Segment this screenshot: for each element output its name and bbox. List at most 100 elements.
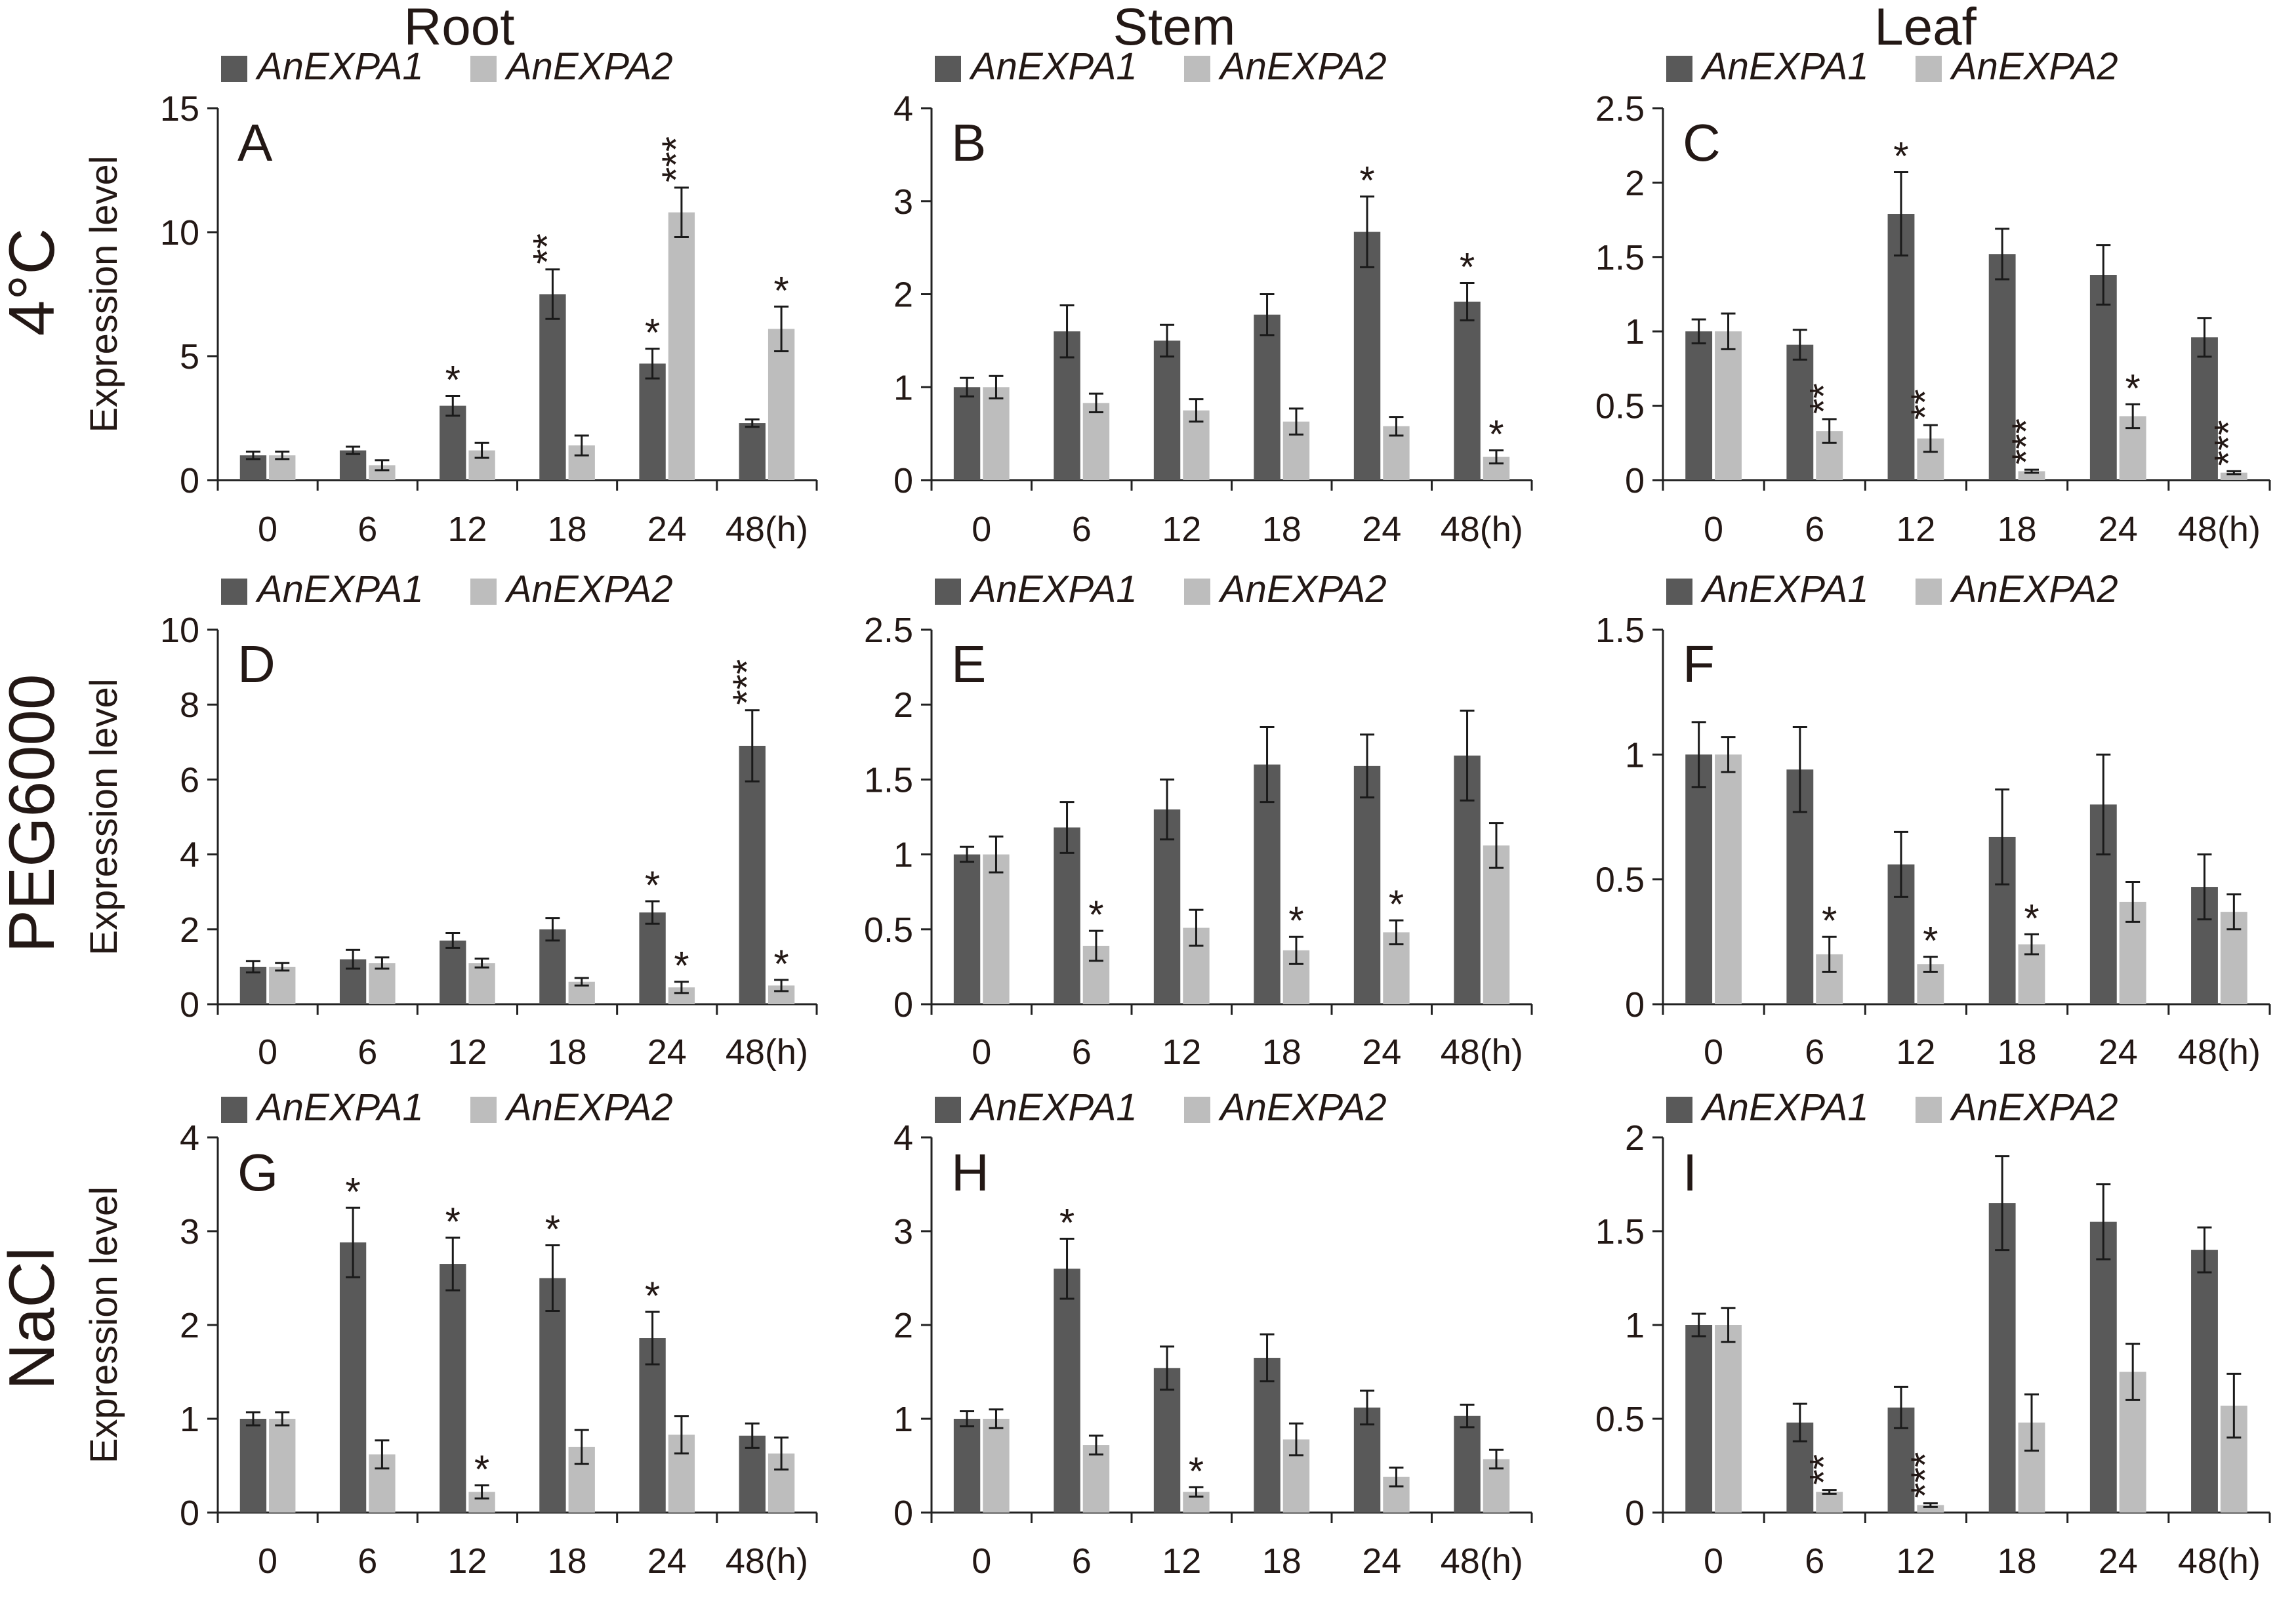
y-tick-label: 1.5 [1595, 238, 1645, 277]
panel-letter-f: F [1683, 635, 1715, 693]
y-axis-title: Expression level [83, 1187, 125, 1463]
x-tick-label: 18 [1262, 1032, 1302, 1072]
y-tick-label: 4 [180, 1118, 199, 1158]
panel-f: 0 0.5 1 1.5 0 6 12 18 24 48(h) * * * F AnEXPA1 AnEXPA2 [1595, 568, 2271, 1072]
y-tick-label: 0 [180, 1494, 199, 1533]
y-tick-label: 0.5 [1595, 1400, 1645, 1439]
significance-mark: * [2125, 366, 2140, 410]
y-axis-title: Expression level [83, 155, 125, 432]
x-tick-label: 12 [1162, 1541, 1201, 1581]
y-tick-label: 1.5 [864, 760, 913, 800]
bar-anexpa1-0 [953, 1419, 981, 1513]
significance-mark: *** [2206, 420, 2250, 466]
significance-mark: * [545, 1207, 560, 1251]
panel-letter-g: G [237, 1143, 278, 1202]
legend-swatch-anexpa2 [470, 1097, 497, 1123]
significance-mark: ** [525, 234, 569, 264]
legend-swatch-anexpa2 [1916, 579, 1942, 605]
panel-letter-h: H [951, 1143, 989, 1202]
x-tick-label: 24 [647, 1032, 687, 1072]
y-tick-label: 3 [893, 182, 913, 222]
x-tick-label: 12 [1896, 1541, 1935, 1581]
significance-mark: * [2024, 896, 2039, 940]
legend-label-anexpa1: AnEXPA1 [1700, 45, 1869, 88]
significance-mark: * [645, 311, 660, 355]
bar-anexpa1-2 [440, 405, 466, 480]
bar-anexpa2-5 [2220, 472, 2247, 480]
x-tick-label: 48(h) [726, 510, 808, 549]
x-tick-label: 24 [2099, 1032, 2138, 1072]
y-tick-label: 4 [893, 1118, 913, 1158]
bar-anexpa1-3 [539, 1278, 566, 1513]
x-tick-label: 48(h) [2178, 1541, 2261, 1581]
legend-label-anexpa2: AnEXPA2 [504, 568, 673, 611]
significance-mark: ** [1802, 383, 1846, 414]
x-tick-label: 48(h) [1441, 1541, 1523, 1581]
y-tick-label: 1 [1625, 735, 1645, 775]
legend-label-anexpa2: AnEXPA2 [1218, 568, 1387, 611]
column-title-leaf: Leaf [1874, 0, 1977, 56]
x-tick-label: 6 [1805, 1541, 1824, 1581]
bar-anexpa1-0 [1685, 1325, 1713, 1513]
panel-letter-a: A [237, 113, 273, 172]
x-tick-label: 18 [548, 1541, 587, 1581]
legend-label-anexpa1: AnEXPA1 [969, 568, 1138, 611]
bar-anexpa2-2 [1917, 1505, 1944, 1513]
y-tick-label: 5 [180, 337, 199, 377]
legend-label-anexpa1: AnEXPA1 [1700, 1086, 1869, 1129]
x-tick-label: 6 [1072, 1032, 1092, 1072]
row-title-nacl: NaCl [0, 1247, 68, 1390]
legend-swatch-anexpa1 [935, 579, 961, 605]
y-tick-label: 0.5 [864, 910, 913, 950]
significance-mark: * [674, 944, 689, 988]
significance-mark: * [1460, 245, 1475, 289]
x-tick-label: 12 [447, 1032, 487, 1072]
x-tick-label: 12 [447, 1541, 487, 1581]
significance-mark: * [1288, 899, 1303, 943]
x-tick-label: 0 [258, 510, 277, 549]
x-tick-label: 12 [1896, 510, 1935, 549]
legend-label-anexpa1: AnEXPA1 [1700, 568, 1869, 611]
significance-mark: * [773, 268, 789, 312]
bar-anexpa2-0 [983, 854, 1010, 1004]
bar-anexpa2-1 [1816, 1492, 1843, 1513]
legend-swatch-anexpa2 [1184, 56, 1210, 82]
significance-mark: * [1088, 893, 1103, 937]
y-tick-label: 3 [180, 1212, 199, 1252]
legend-swatch-anexpa2 [1184, 579, 1210, 605]
bar-anexpa2-1 [1082, 403, 1110, 480]
x-tick-label: 48(h) [726, 1541, 808, 1581]
bar-anexpa2-1 [369, 963, 396, 1004]
x-tick-label: 24 [2099, 1541, 2138, 1581]
y-tick-label: 2 [893, 685, 913, 725]
y-tick-label: 2 [180, 1306, 199, 1345]
bar-anexpa2-0 [1715, 331, 1742, 480]
legend-label-anexpa2: AnEXPA2 [1950, 45, 2118, 88]
y-tick-label: 1.5 [1595, 1212, 1645, 1252]
significance-mark: *** [725, 659, 769, 705]
x-tick-label: 18 [1262, 510, 1302, 549]
x-tick-label: 0 [1704, 1032, 1723, 1072]
legend-label-anexpa2: AnEXPA2 [1218, 1086, 1387, 1129]
bar-anexpa2-0 [983, 1419, 1010, 1513]
panel-letter-i: I [1683, 1143, 1697, 1202]
bar-anexpa2-0 [1715, 754, 1742, 1004]
y-tick-label: 1 [1625, 1306, 1645, 1345]
bar-anexpa1-4 [639, 363, 666, 480]
legend-label-anexpa1: AnEXPA1 [969, 1086, 1138, 1129]
x-tick-label: 48(h) [1441, 1032, 1523, 1072]
bar-anexpa1-5 [2191, 1250, 2218, 1513]
x-tick-label: 18 [1998, 510, 2037, 549]
significance-mark: * [1359, 159, 1374, 203]
significance-mark: * [1389, 882, 1404, 926]
panel-letter-b: B [951, 113, 986, 172]
bar-anexpa2-0 [269, 966, 296, 1004]
x-tick-label: 24 [2099, 510, 2138, 549]
legend-label-anexpa2: AnEXPA2 [1950, 1086, 2118, 1129]
significance-mark: * [445, 1200, 461, 1244]
legend-label-anexpa1: AnEXPA1 [255, 45, 424, 88]
x-tick-label: 18 [1262, 1541, 1302, 1581]
